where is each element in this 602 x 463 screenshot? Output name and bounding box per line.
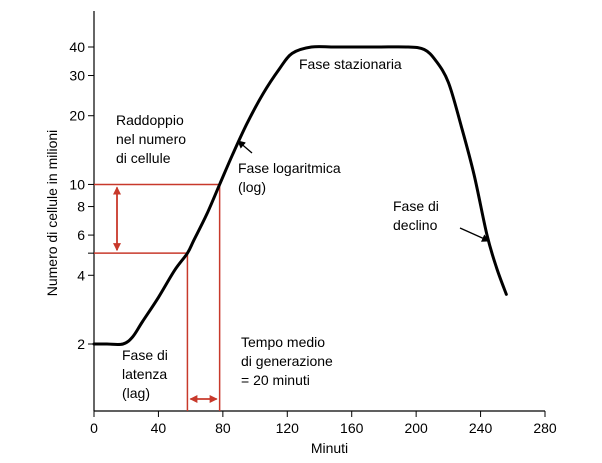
annotation-log-phase-line: Fase logaritmica xyxy=(238,160,341,176)
annotation-generation-line: di generazione xyxy=(241,353,333,369)
annotation-doubling-line: Raddoppio xyxy=(116,112,184,128)
annotation-lag-line: (lag) xyxy=(122,385,150,401)
x-tick-label: 80 xyxy=(215,420,231,436)
annotation-generation: Tempo medio di generazione = 20 minuti xyxy=(241,334,333,388)
annotation-doubling-line: di cellule xyxy=(116,150,171,166)
y-tick-label: 6 xyxy=(77,227,85,243)
annotation-lag-line: Fase di xyxy=(122,347,168,363)
y-tick-label: 4 xyxy=(77,267,85,283)
series xyxy=(92,45,508,347)
y-axis-title: Numero di cellule in milioni xyxy=(44,130,60,297)
x-tick-label: 120 xyxy=(276,420,300,436)
growth-curve-line xyxy=(92,45,508,347)
annotation-stationary: Fase stazionaria xyxy=(299,56,402,72)
decline-pointer xyxy=(459,227,490,242)
guide-lines xyxy=(94,183,221,411)
ticks: 0 40 80 120 160 200 240 280 2 4 6 8 10 20 30 40 xyxy=(69,39,556,436)
annotation-generation-line: = 20 minuti xyxy=(241,372,310,388)
log-phase-pointer xyxy=(237,140,253,154)
x-axis-title: Minuti xyxy=(311,440,348,456)
y-tick-label: 8 xyxy=(77,199,85,215)
y-tick-label: 40 xyxy=(69,39,85,55)
annotation-lag-line: latenza xyxy=(122,366,167,382)
x-tick-label: 240 xyxy=(469,420,493,436)
annotations: Minuti Numero di cellule in milioni Raddop… xyxy=(44,56,490,456)
annotation-doubling-line: nel numero xyxy=(116,131,186,147)
y-tick-label: 2 xyxy=(77,336,85,352)
x-tick-label: 40 xyxy=(151,420,167,436)
x-tick-label: 200 xyxy=(404,420,428,436)
x-tick-label: 160 xyxy=(340,420,364,436)
y-tick-label: 10 xyxy=(69,176,85,192)
annotation-decline-line: Fase di xyxy=(393,198,439,214)
y-tick-label: 20 xyxy=(69,108,85,124)
annotation-decline-line: declino xyxy=(393,217,438,233)
annotation-log-phase-line: (log) xyxy=(238,179,266,195)
x-tick-label: 0 xyxy=(90,420,98,436)
annotation-decline: Fase di declino xyxy=(393,198,439,233)
annotation-log-phase: Fase logaritmica (log) xyxy=(238,160,341,195)
annotation-lag: Fase di latenza (lag) xyxy=(122,347,168,401)
x-tick-label: 280 xyxy=(533,420,557,436)
annotation-generation-line: Tempo medio xyxy=(241,334,325,350)
annotation-stationary-line: Fase stazionaria xyxy=(299,56,402,72)
annotation-doubling: Raddoppio nel numero di cellule xyxy=(116,112,186,166)
y-tick-label: 30 xyxy=(69,68,85,84)
